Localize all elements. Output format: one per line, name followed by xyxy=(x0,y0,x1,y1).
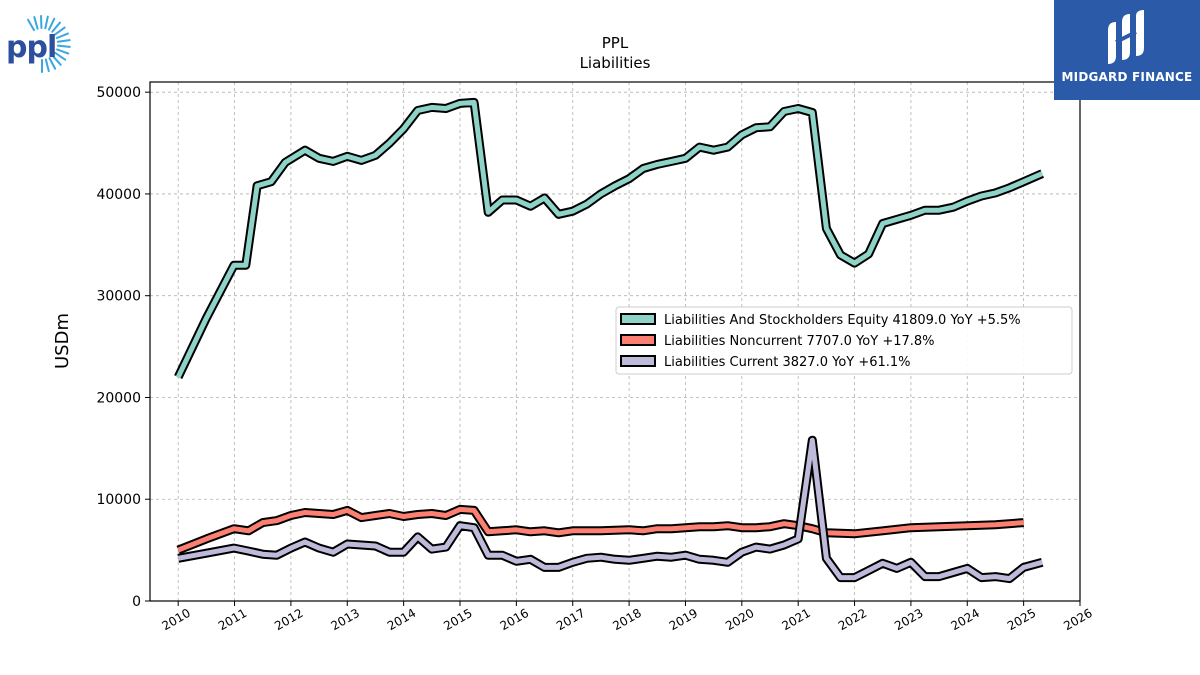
legend-swatch-1 xyxy=(620,334,656,346)
plot-frame xyxy=(149,81,1081,602)
y-tick-label: 0 xyxy=(132,594,141,610)
legend-swatch-2 xyxy=(620,355,656,367)
x-tick-label: 2025 xyxy=(1005,606,1038,633)
y-tick-label: 20000 xyxy=(96,390,141,406)
x-tick-label: 2012 xyxy=(272,606,305,633)
sunburst-ray xyxy=(53,26,66,36)
sunburst-ray xyxy=(54,51,67,61)
sunburst-ray xyxy=(56,39,71,43)
x-tick-label: 2020 xyxy=(723,606,756,633)
sunburst-ray xyxy=(56,48,70,55)
x-tick-label: 2013 xyxy=(329,606,362,633)
legend-label-1: Liabilities Noncurrent 7707.0 YoY +17.8% xyxy=(664,334,935,349)
chart-title: PPL xyxy=(602,34,629,52)
y-tick-label: 30000 xyxy=(96,289,141,305)
x-tick-label: 2023 xyxy=(892,606,925,633)
ppl-logo: ppl xyxy=(4,6,96,76)
series-line-0 xyxy=(175,99,1044,379)
y-tick-label: 50000 xyxy=(96,85,141,101)
sunburst-ray xyxy=(48,57,57,70)
sunburst-ray xyxy=(27,18,35,32)
y-tick-label: 40000 xyxy=(96,187,141,203)
x-tick-label: 2024 xyxy=(949,606,982,633)
sunburst-ray xyxy=(56,44,71,48)
sunburst-ray xyxy=(44,58,50,73)
series-lines xyxy=(174,97,1044,584)
sunburst-ray xyxy=(55,32,69,40)
series-line-2 xyxy=(177,437,1043,582)
x-tick-label: 2015 xyxy=(441,606,474,633)
midgard-finance-logo: MIDGARD FINANCE xyxy=(1054,0,1200,100)
legend: Liabilities And Stockholders Equity 4180… xyxy=(615,306,1073,375)
legend-label-2: Liabilities Current 3827.0 YoY +61.1% xyxy=(664,355,911,370)
sunburst-ray xyxy=(48,17,56,31)
x-tick-label: 2022 xyxy=(836,606,869,633)
x-tick-label: 2014 xyxy=(385,606,418,633)
ppl-logo-text: ppl xyxy=(6,30,57,65)
y-axis: 0 10000 20000 30000 40000 50000 xyxy=(96,85,150,610)
sunburst-ray xyxy=(33,16,39,30)
x-tick-label: 2026 xyxy=(1061,606,1094,633)
x-tick-label: 2017 xyxy=(554,606,587,633)
series-line-1 xyxy=(177,506,1024,553)
legend-box xyxy=(615,306,1073,375)
chart-subtitle: Liabilities xyxy=(580,54,651,72)
x-tick-label: 2016 xyxy=(498,606,531,633)
x-tick-label: 2021 xyxy=(779,606,812,633)
midgard-finance-icon xyxy=(1108,10,1144,64)
x-tick-label: 2011 xyxy=(216,606,249,633)
sunburst-ray xyxy=(51,21,61,33)
y-axis-label: USDm xyxy=(52,313,73,369)
y-tick-label: 10000 xyxy=(96,492,141,508)
x-tick-label: 2019 xyxy=(667,606,700,633)
midgard-finance-text: MIDGARD FINANCE xyxy=(1061,70,1193,84)
legend-swatch-0 xyxy=(620,313,656,325)
sunburst-ray xyxy=(51,54,62,66)
x-tick-label: 2018 xyxy=(610,606,643,633)
legend-label-0: Liabilities And Stockholders Equity 4180… xyxy=(664,313,1021,328)
sunburst-ray xyxy=(44,15,49,30)
x-axis: 2010 2011 2012 2013 2014 2015 2016 2017 2018 2019… xyxy=(159,601,1095,633)
x-tick-label: 2010 xyxy=(159,606,192,633)
ppl-sunburst-icon xyxy=(27,15,71,73)
